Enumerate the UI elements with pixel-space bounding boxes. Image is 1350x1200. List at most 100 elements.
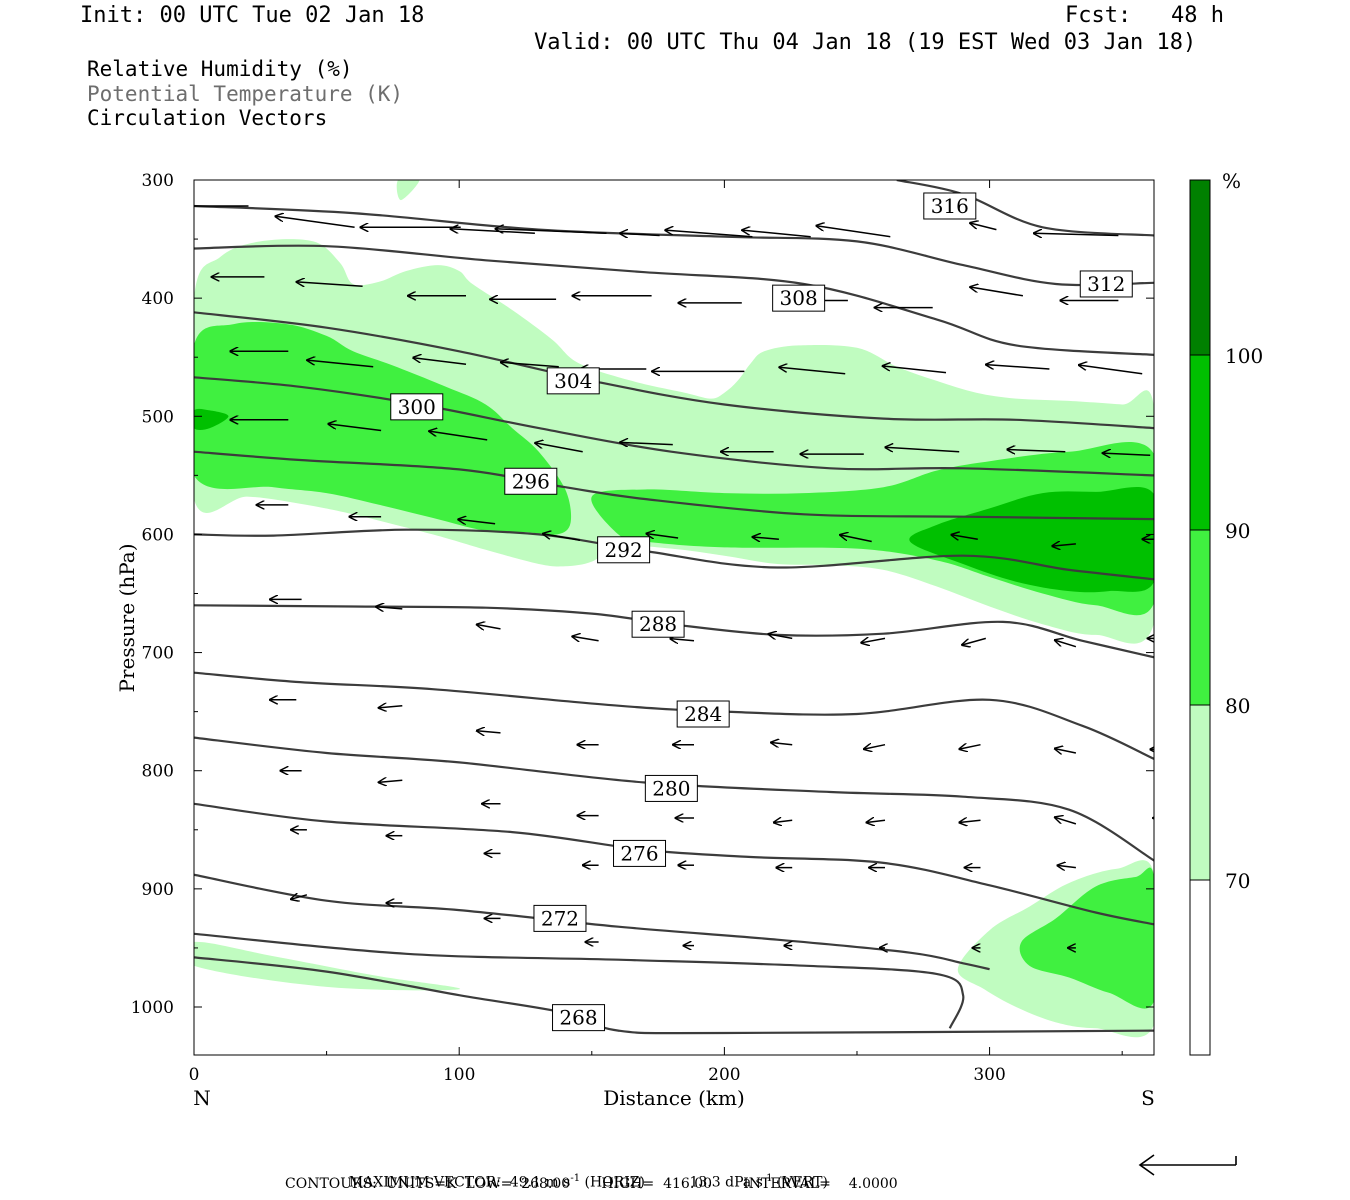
colorbar-segment-0: [1190, 180, 1210, 355]
vector-35: [620, 442, 673, 444]
theta-label-284: 284: [676, 700, 730, 728]
theta-contour-316: [896, 180, 1154, 237]
svg-text:304: 304: [554, 369, 592, 393]
svg-text:300: 300: [398, 395, 436, 419]
axes: 300 400 500 600 700 800 900 1000 0 100 200 300: [131, 171, 1154, 1085]
vector-33: [429, 431, 488, 441]
y-axis-label: Pressure (hPa): [115, 544, 139, 693]
x-tick-label-300: 300: [973, 1065, 1005, 1085]
rh-region-70-80-1: [194, 941, 460, 991]
max-vector-line: MAXIMUM VECTOR: 49.1 m s-1 (HORIZ) 13.3 …: [340, 1157, 828, 1191]
vector-91: [291, 895, 308, 899]
y-tick-label-500: 500: [142, 407, 174, 427]
theta-label-300: 300: [390, 393, 444, 421]
vector-6: [665, 230, 753, 238]
theta-contour-296: [194, 450, 1154, 521]
theta-label-276: 276: [613, 839, 667, 867]
vector-10: [1034, 233, 1119, 235]
svg-text:280: 280: [652, 776, 690, 800]
theta-label-288: 288: [631, 610, 685, 638]
vector-79: [1055, 817, 1077, 825]
contour-labels: 316 312 308 304 300 296 292 288 284 280 276 272 268: [390, 192, 1133, 1032]
theta-label-268: 268: [552, 1004, 606, 1032]
vector-32: [328, 424, 382, 432]
colorbar-level-80: 80: [1225, 694, 1250, 718]
svg-text:268: 268: [559, 1006, 597, 1030]
valid-time: Valid: 00 UTC Thu 04 Jan 18 (19 EST Wed …: [534, 30, 1197, 55]
svg-text:316: 316: [931, 194, 969, 218]
vector-48: [951, 535, 978, 539]
theta-label-296: 296: [504, 467, 558, 495]
vector-3: [450, 229, 535, 234]
vector-76: [774, 820, 793, 822]
theta-contour-312: [194, 204, 1154, 287]
theta-contour-308: [194, 244, 1154, 356]
vector-68: [959, 745, 981, 749]
vector-58: [962, 637, 987, 645]
theta-contour-280: [194, 736, 1154, 862]
rh-region-70-80-3: [396, 180, 420, 201]
vector-89: [1057, 865, 1076, 867]
contours-info: CONTOURS: UNITS=K LOW= 268.00 HIGH= 416.…: [285, 1176, 898, 1192]
theta-label-272: 272: [533, 904, 587, 932]
legend-circulation-vectors: Circulation Vectors: [87, 106, 328, 130]
theta-contour-276: [194, 802, 1154, 926]
vector-8: [816, 226, 891, 238]
colorbar-segment-2: [1190, 530, 1210, 705]
vert-tag: (VERT): [777, 1174, 828, 1191]
max-horiz-value: 49.1 m s: [509, 1174, 571, 1191]
vector-29: [986, 365, 1050, 370]
colorbar-level-70: 70: [1225, 869, 1250, 893]
x-axis-label: Distance (km): [603, 1086, 745, 1110]
colorbar-segment-4: [1190, 880, 1210, 1055]
endpoint-left-label: N: [193, 1086, 211, 1110]
max-vector-label: MAXIMUM VECTOR:: [348, 1174, 501, 1191]
y-tick-label-1000: 1000: [131, 998, 174, 1018]
rh-region-90-100-0: [194, 408, 229, 430]
vector-46: [753, 537, 779, 539]
colorbar-segment-3: [1190, 705, 1210, 880]
vector-22: [307, 360, 374, 368]
vector-72: [379, 780, 403, 782]
vector-54: [572, 636, 599, 640]
y-tick-label-800: 800: [142, 762, 174, 782]
horiz-tag: (HORIZ): [584, 1174, 645, 1191]
vector-47: [840, 535, 872, 543]
y-tick-label-600: 600: [142, 525, 174, 545]
theta-label-316: 316: [923, 192, 977, 220]
vector-63: [477, 731, 501, 733]
cross-section-chart: 316312308304300296292288284280276272268 …: [115, 169, 1263, 1110]
theta-contour-288: [194, 604, 1154, 659]
vector-39: [1007, 450, 1066, 452]
vector-34: [535, 443, 583, 453]
theta-contour-272: [194, 873, 990, 971]
vector-77: [867, 820, 886, 822]
vector-28: [883, 366, 947, 374]
vector-19: [970, 287, 1024, 297]
svg-text:276: 276: [620, 841, 658, 865]
vector-66: [771, 743, 793, 745]
vector-52: [376, 607, 403, 609]
vector-43: [458, 519, 496, 523]
colorbar-unit: %: [1222, 169, 1241, 193]
vector-38: [885, 447, 960, 453]
y-tick-label-400: 400: [142, 289, 174, 309]
vector-4: [496, 229, 607, 234]
vector-69: [1055, 749, 1077, 753]
vector-5: [620, 233, 660, 235]
svg-text:288: 288: [639, 612, 677, 636]
colorbar-segment-1: [1190, 355, 1210, 530]
vector-62: [379, 706, 403, 708]
theta-contour-300: [194, 376, 1154, 477]
vector-24: [501, 362, 559, 368]
vector-1: [275, 216, 355, 229]
horiz-exponent: -1: [570, 1173, 581, 1184]
vector-23: [413, 358, 467, 366]
max-vert-value: 13.3 dPa s: [689, 1174, 763, 1191]
y-tick-label-300: 300: [142, 171, 174, 191]
theta-contour-284: [194, 671, 1154, 760]
vector-12: [297, 282, 363, 288]
theta-label-292: 292: [597, 536, 651, 564]
vector-55: [670, 639, 695, 641]
vector-78: [959, 820, 981, 822]
